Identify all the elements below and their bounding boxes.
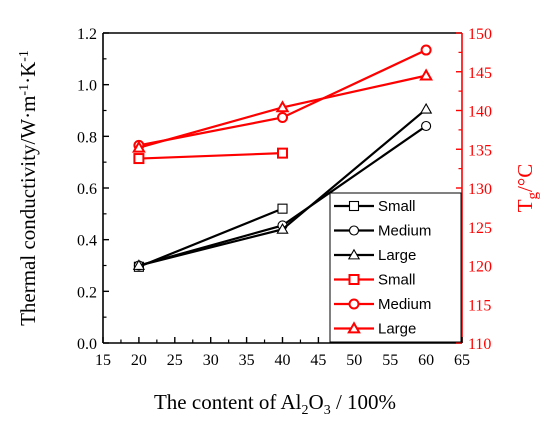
right-tick-label: 135 (468, 142, 492, 159)
x-tick-label: 60 (418, 352, 434, 369)
right-tick-label: 125 (468, 220, 492, 237)
data-point (132, 140, 146, 153)
series-line (138, 49, 427, 147)
right-tick-label: 150 (468, 26, 492, 43)
series-layer (132, 44, 433, 272)
data-point (276, 223, 289, 234)
legend: Small Medium Large Small Medium Large (329, 192, 462, 343)
series-line (138, 207, 283, 268)
x-tick-label: 20 (131, 352, 147, 369)
x-tick-label: 30 (203, 352, 219, 369)
right-y-axis: 110 115 120 125 130 135 140 145 150 (456, 26, 492, 353)
x-tick-label: 65 (454, 352, 470, 369)
legend-entry: Small (334, 198, 416, 215)
left-y-axis-title: Thermal conductivity/W·m-1·K-1 (16, 50, 40, 326)
x-tick-label: 45 (310, 352, 326, 369)
data-point (277, 203, 288, 214)
x-axis: 15 20 25 30 35 40 45 50 55 60 65 (95, 337, 470, 369)
legend-label: Small (378, 272, 416, 289)
series-right-large (132, 68, 433, 153)
legend-entry: Large (334, 321, 416, 338)
x-tick-label: 15 (95, 352, 111, 369)
data-point (420, 44, 432, 56)
legend-label: Small (378, 198, 416, 215)
legend-entry: Small (334, 272, 416, 289)
data-point (132, 259, 146, 270)
legend-label: Medium (378, 296, 431, 313)
legend-marker (347, 248, 361, 260)
data-point (275, 100, 290, 113)
left-tick-label: 0.6 (77, 181, 97, 198)
legend-marker (347, 321, 361, 334)
series-line (138, 152, 283, 160)
legend-label: Medium (378, 223, 431, 240)
legend-label: Large (378, 321, 416, 338)
legend-entry: Medium (334, 223, 431, 240)
right-y-axis-title: Tg/°C (513, 164, 541, 213)
data-point (277, 111, 288, 123)
data-point (277, 147, 288, 159)
left-tick-label: 0.8 (77, 129, 97, 146)
x-axis-title: The content of Al2O3 / 100% (154, 390, 396, 418)
series-left-large (132, 102, 433, 270)
left-tick-label: 0.0 (77, 336, 97, 353)
left-y-axis: 0.0 0.2 0.4 0.6 0.8 1.0 1.2 (77, 26, 109, 353)
x-tick-label: 40 (275, 352, 291, 369)
right-tick-label: 145 (468, 65, 492, 82)
series-right-medium (133, 44, 432, 151)
legend-marker (348, 298, 360, 310)
right-tick-label: 120 (468, 259, 492, 276)
left-tick-label: 1.2 (77, 26, 97, 43)
left-tick-label: 1.0 (77, 78, 97, 95)
x-tick-label: 25 (167, 352, 183, 369)
series-right-small (133, 147, 288, 165)
data-point (133, 153, 145, 165)
right-tick-label: 130 (468, 181, 492, 198)
right-tick-label: 140 (468, 104, 492, 121)
data-point (419, 68, 433, 81)
left-tick-label: 0.2 (77, 284, 97, 301)
legend-marker (348, 274, 360, 285)
left-tick-label: 0.4 (77, 233, 97, 250)
legend-box (329, 192, 462, 343)
legend-entry: Medium (334, 296, 431, 313)
x-tick-label: 55 (382, 352, 398, 369)
data-point (419, 102, 433, 114)
right-tick-label: 115 (468, 297, 491, 314)
right-tick-label: 110 (468, 336, 491, 353)
legend-marker (348, 225, 360, 236)
legend-entry: Large (334, 247, 416, 264)
x-tick-label: 35 (239, 352, 255, 369)
x-tick-label: 50 (346, 352, 362, 369)
legend-label: Large (378, 247, 416, 264)
legend-marker (348, 200, 360, 212)
data-point (421, 120, 432, 132)
